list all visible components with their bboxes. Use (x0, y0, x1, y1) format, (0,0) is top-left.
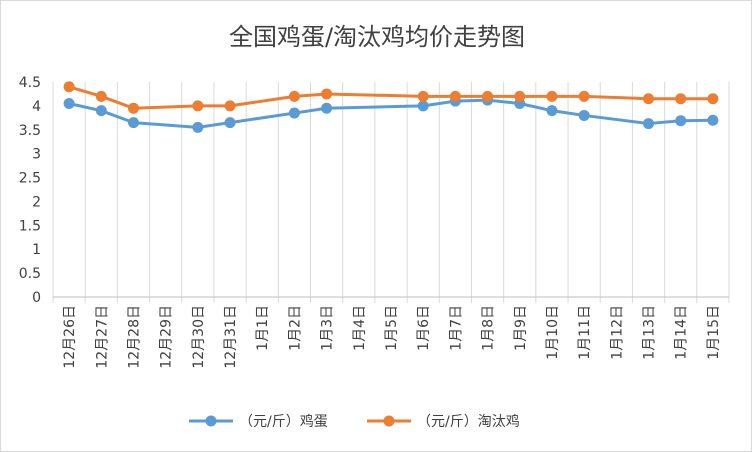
data-point (643, 118, 655, 130)
data-point (546, 90, 558, 102)
y-tick-label: 0 (32, 290, 41, 306)
x-tick-label: 1月11日 (577, 305, 593, 360)
x-tick-label: 1月13日 (642, 305, 658, 360)
series-line (67, 85, 715, 110)
data-point (224, 100, 236, 112)
data-point (288, 90, 300, 102)
x-tick-label: 12月27日 (94, 305, 110, 369)
data-point (417, 90, 429, 102)
chart-title: 全国鸡蛋/淘汰鸡均价走势图 (229, 23, 525, 51)
x-tick-label: 12月26日 (62, 305, 78, 369)
y-tick-label: 4.5 (19, 75, 41, 91)
x-tick-labels: 12月26日 12月27日 12月28日 12月29日 12月30日 12月31日 1月1日… (62, 305, 722, 369)
data-point (707, 114, 719, 126)
x-tick-label: 1月5日 (384, 305, 400, 351)
x-tick-label: 1月15日 (706, 305, 722, 360)
x-tick-label: 1月12日 (609, 305, 625, 360)
data-point (63, 98, 75, 109)
x-tick-label: 1月8日 (481, 305, 497, 351)
x-tick-label: 1月10日 (545, 305, 561, 360)
x-tick-label: 1月2日 (287, 305, 303, 351)
data-point (707, 93, 719, 105)
y-tick-labels: 0 0.5 1 1.5 2 2.5 3 3.5 4 4.5 (19, 75, 41, 306)
x-tick-label: 1月14日 (674, 305, 690, 360)
legend-marker (383, 415, 395, 427)
x-tick-label: 1月4日 (352, 305, 368, 351)
data-point (192, 100, 204, 112)
x-tick-label: 1月1日 (255, 305, 271, 351)
series-line (67, 98, 715, 129)
data-point (288, 107, 300, 119)
y-tick-label: 3.5 (19, 123, 41, 139)
data-point (675, 93, 687, 105)
series-lines (63, 81, 719, 133)
data-point (224, 117, 236, 129)
y-tick-label: 2.5 (19, 171, 41, 187)
x-tick-label: 1月9日 (513, 305, 529, 351)
data-point (321, 102, 333, 114)
x-tick-label: 1月7日 (448, 305, 464, 351)
legend-marker (205, 415, 217, 427)
x-tick-label: 12月31日 (223, 305, 239, 369)
grid-lines (52, 82, 730, 303)
y-tick-label: 4 (32, 99, 41, 115)
data-point (192, 121, 204, 133)
x-tick-label: 12月28日 (126, 305, 142, 369)
data-point (643, 93, 655, 105)
x-tick-label: 1月6日 (416, 305, 432, 351)
data-point (127, 117, 139, 129)
legend: （元/斤）鸡蛋 （元/斤）淘汰鸡 (189, 413, 520, 430)
data-point (95, 90, 107, 102)
data-point (482, 90, 494, 102)
y-tick-label: 1 (32, 242, 41, 258)
legend-label: （元/斤）淘汰鸡 (417, 413, 520, 430)
data-point (417, 100, 429, 112)
y-tick-label: 2 (32, 194, 41, 210)
legend-label: （元/斤）鸡蛋 (239, 413, 328, 430)
data-point (95, 105, 107, 117)
y-tick-label: 1.5 (19, 218, 41, 234)
data-point (546, 105, 558, 117)
data-point (63, 81, 75, 93)
data-point (449, 90, 461, 102)
data-point (127, 102, 139, 114)
data-point (321, 88, 333, 100)
data-point (514, 90, 526, 102)
x-tick-label: 12月30日 (191, 305, 207, 369)
y-tick-label: 3 (32, 147, 41, 163)
data-point (578, 109, 590, 121)
x-tick-label: 1月3日 (320, 305, 336, 351)
data-point (578, 90, 590, 102)
data-point (675, 115, 687, 127)
x-tick-label: 12月29日 (159, 305, 175, 369)
y-tick-label: 0.5 (19, 266, 41, 282)
